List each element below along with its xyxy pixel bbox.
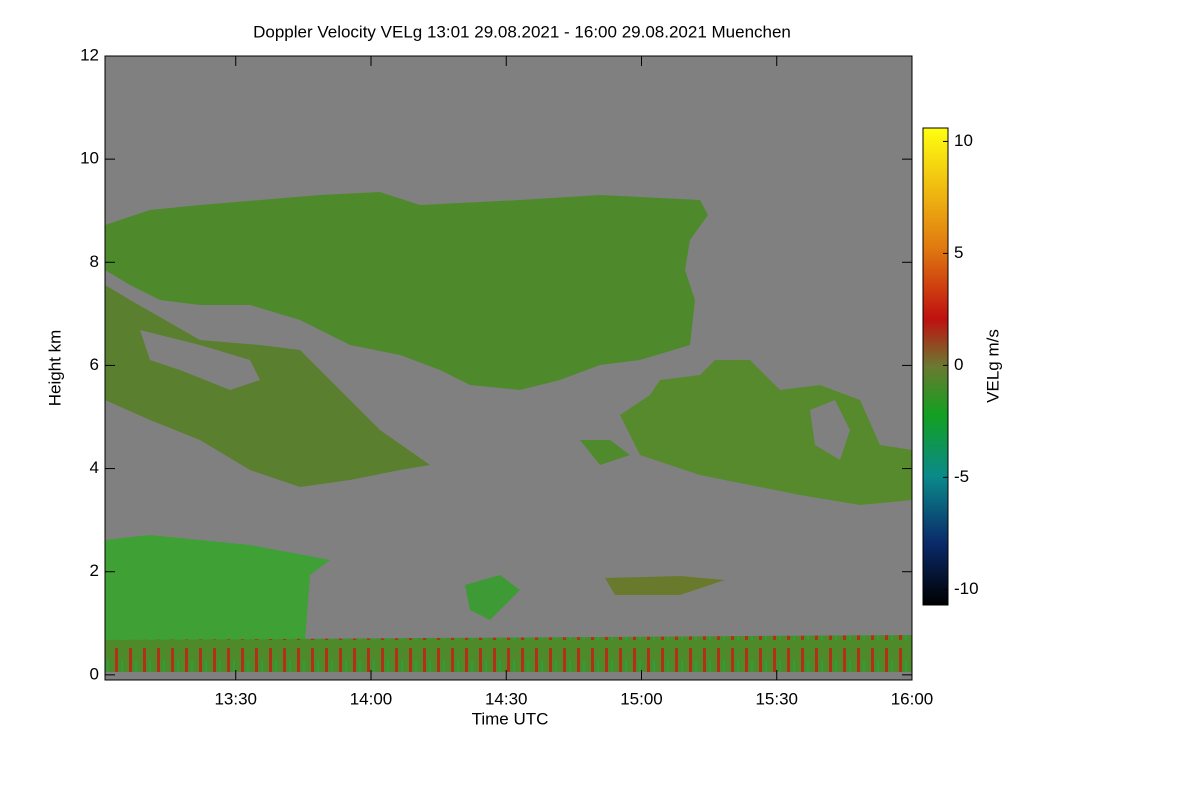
- colorbar: [922, 127, 949, 606]
- x-tick-label: 15:00: [620, 689, 663, 708]
- x-tick-label: 13:30: [214, 689, 257, 708]
- colorbar-tick-label: 5: [954, 243, 963, 262]
- y-tick-label: 4: [90, 458, 99, 477]
- x-axis-label: Time UTC: [472, 709, 549, 728]
- colorbar-tick-label: -5: [954, 467, 969, 486]
- colorbar-tick-label: 0: [954, 355, 963, 374]
- colorbar-tick-label: 10: [954, 131, 973, 150]
- y-tick-label: 12: [80, 45, 99, 64]
- y-tick-label: 10: [80, 149, 99, 168]
- y-tick-label: 6: [90, 355, 99, 374]
- y-tick-label: 2: [90, 561, 99, 580]
- colorbar-label: VELg m/s: [983, 329, 1002, 403]
- x-tick-label: 15:30: [755, 689, 798, 708]
- y-tick-label: 0: [90, 664, 99, 683]
- x-tick-label: 14:30: [485, 689, 528, 708]
- y-axis-label: Height km: [45, 330, 64, 407]
- x-tick-label: 14:00: [350, 689, 393, 708]
- chart-title: Doppler Velocity VELg 13:01 29.08.2021 -…: [253, 22, 791, 41]
- radar-field: [105, 56, 912, 680]
- plot-frame: [104, 55, 913, 681]
- y-tick-label: 8: [90, 252, 99, 271]
- colorbar-tick-label: -10: [954, 579, 979, 598]
- x-tick-label: 16:00: [891, 689, 934, 708]
